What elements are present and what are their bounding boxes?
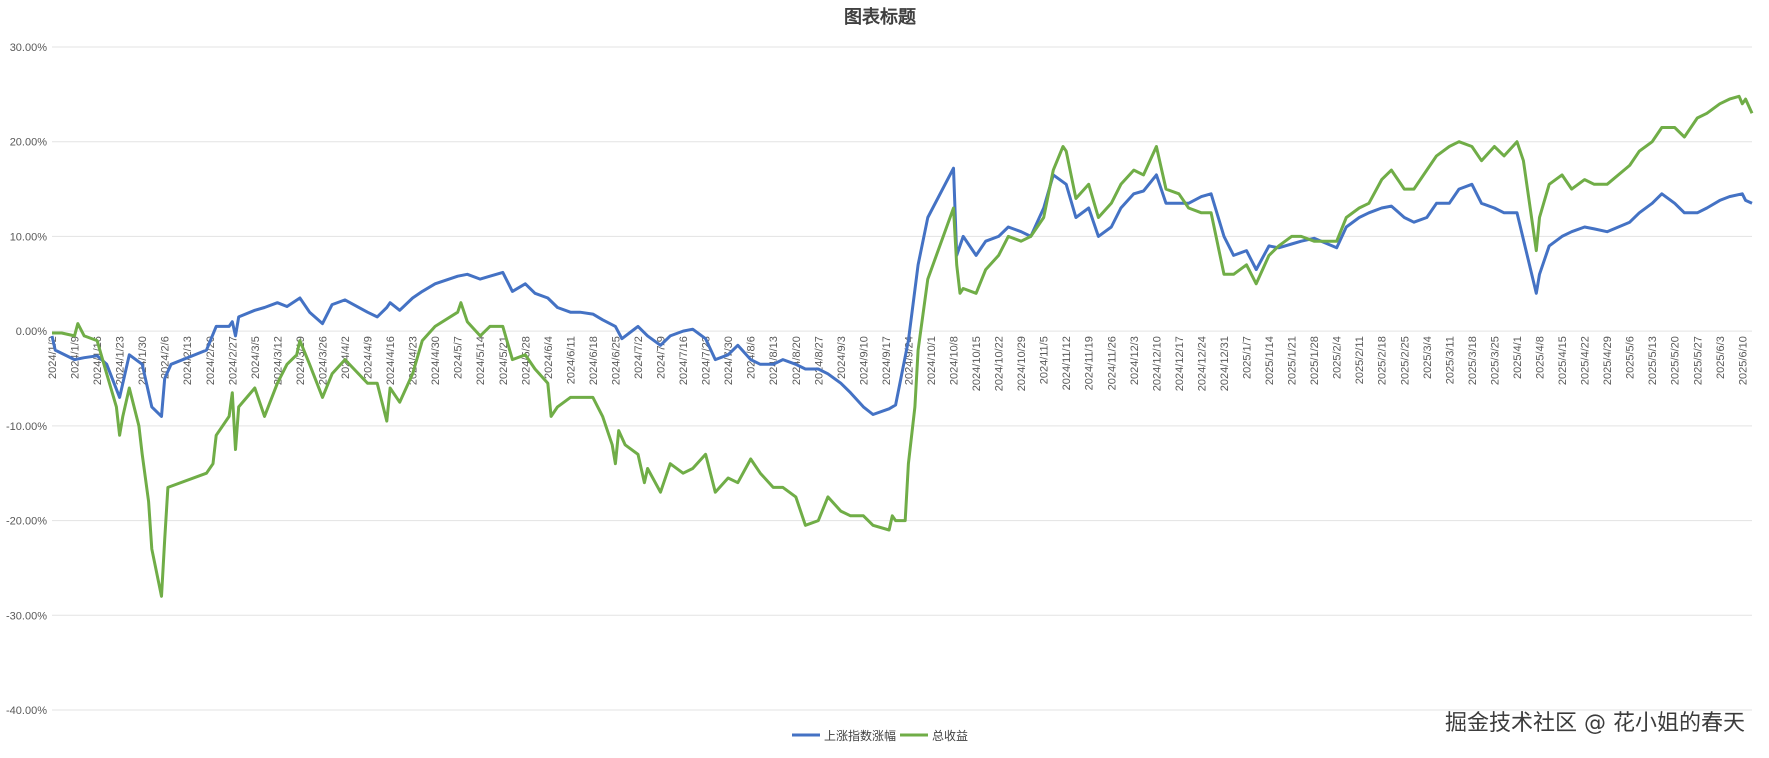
y-tick-label: -30.00%: [6, 610, 47, 622]
x-tick-label: 2024/1/16: [92, 336, 104, 385]
x-axis-tick-labels: 2024/1/2 2024/1/9 2024/1/16 2024/1/23 2024/1…: [47, 336, 1749, 391]
x-tick-label: 2025/1/21: [1287, 336, 1299, 385]
x-tick-label: 2024/7/9: [656, 336, 668, 379]
x-tick-label: 2024/9/3: [836, 336, 848, 379]
x-tick-label: 2025/4/8: [1535, 336, 1547, 379]
x-tick-label: 2024/10/15: [971, 336, 983, 391]
x-tick-label: 2024/7/2: [633, 336, 645, 379]
x-tick-label: 2024/6/4: [543, 336, 555, 379]
legend: 上涨指数涨幅 总收益: [792, 728, 968, 743]
x-tick-label: 2024/8/20: [791, 336, 803, 385]
x-tick-label: 2024/4/30: [430, 336, 442, 385]
x-tick-label: 2024/8/6: [746, 336, 758, 379]
x-tick-label: 2024/7/16: [678, 336, 690, 385]
x-tick-label: 2024/12/3: [1129, 336, 1141, 385]
x-tick-label: 2025/1/28: [1309, 336, 1321, 385]
x-tick-label: 2024/2/27: [227, 336, 239, 385]
x-tick-label: 2025/2/11: [1354, 336, 1366, 384]
x-tick-label: 2025/4/22: [1580, 336, 1592, 385]
series-line-2: [52, 94, 1754, 598]
x-tick-label: 2024/10/29: [1016, 336, 1028, 391]
x-tick-label: 2025/4/1: [1512, 336, 1524, 379]
x-tick-label: 2024/8/27: [813, 336, 825, 385]
y-axis-tick-labels: 30.00% 20.00% 10.00% 0.00% -10.00% -20.00% -30…: [6, 42, 47, 717]
x-tick-label: 2024/10/22: [994, 336, 1006, 391]
x-tick-label: 2025/5/6: [1625, 336, 1637, 379]
x-tick-label: 2024/12/10: [1151, 336, 1163, 391]
legend-label-series-2: 总收益: [932, 729, 968, 743]
y-tick-label: 0.00%: [16, 326, 47, 338]
x-tick-label: 2024/2/13: [182, 336, 194, 385]
x-tick-label: 2025/3/4: [1422, 336, 1434, 379]
x-tick-label: 2024/12/31: [1219, 336, 1231, 391]
x-tick-label: 2024/5/7: [453, 336, 465, 379]
x-tick-label: 2024/3/12: [272, 336, 284, 385]
x-tick-label: 2024/3/26: [317, 336, 329, 385]
x-tick-label: 2024/6/18: [588, 336, 600, 385]
x-tick-label: 2024/5/28: [520, 336, 532, 385]
y-tick-label: -40.00%: [6, 705, 47, 717]
x-tick-label: 2024/5/21: [498, 336, 510, 385]
y-tick-label: 10.00%: [10, 231, 48, 243]
x-tick-label: 2024/1/30: [137, 336, 149, 385]
watermark-text: 掘金技术社区 @ 花小姐的春天: [1445, 711, 1745, 736]
x-tick-label: 2024/4/2: [340, 336, 352, 379]
x-tick-label: 2025/6/10: [1737, 336, 1749, 385]
x-tick-label: 2025/5/27: [1692, 336, 1704, 385]
x-tick-label: 2024/4/16: [385, 336, 397, 385]
y-tick-label: -20.00%: [6, 516, 47, 528]
x-tick-label: 2024/12/17: [1174, 336, 1186, 391]
x-tick-label: 2024/10/8: [949, 336, 961, 385]
chart-title: 图表标题: [844, 6, 917, 28]
x-tick-label: 2025/6/3: [1715, 336, 1727, 379]
x-tick-label: 2024/4/23: [408, 336, 420, 385]
x-tick-label: 2024/11/5: [1039, 336, 1051, 384]
x-tick-label: 2024/4/9: [363, 336, 375, 379]
x-tick-label: 2024/1/9: [70, 336, 82, 379]
x-tick-label: 2025/2/25: [1399, 336, 1411, 385]
series-line-1: [50, 166, 1753, 418]
x-tick-label: 2024/6/25: [610, 336, 622, 385]
series-lines: [50, 94, 1754, 598]
y-tick-label: -10.00%: [6, 421, 47, 433]
x-tick-label: 2025/3/11: [1444, 336, 1456, 384]
x-tick-label: 2024/11/26: [1106, 336, 1118, 390]
legend-label-series-1: 上涨指数涨幅: [824, 728, 896, 743]
x-tick-label: 2024/5/14: [475, 336, 487, 385]
x-tick-label: 2024/9/10: [858, 336, 870, 385]
x-tick-label: 2024/9/17: [881, 336, 893, 385]
x-tick-label: 2024/7/30: [723, 336, 735, 385]
x-tick-label: 2024/12/24: [1196, 336, 1208, 391]
x-tick-label: 2024/11/12: [1061, 336, 1073, 390]
x-tick-label: 2025/4/15: [1557, 336, 1569, 385]
x-tick-label: 2024/6/11: [565, 336, 577, 384]
x-tick-label: 2025/5/20: [1670, 336, 1682, 385]
x-tick-label: 2025/4/29: [1602, 336, 1614, 385]
x-tick-label: 2024/3/5: [250, 336, 262, 379]
y-tick-label: 20.00%: [10, 137, 48, 149]
x-tick-label: 2024/2/6: [160, 336, 172, 379]
x-tick-label: 2025/1/7: [1242, 336, 1254, 379]
y-tick-label: 30.00%: [10, 42, 48, 54]
x-tick-label: 2025/2/18: [1377, 336, 1389, 385]
x-tick-label: 2025/5/13: [1647, 336, 1659, 385]
x-tick-label: 2025/3/25: [1489, 336, 1501, 385]
x-tick-label: 2024/10/1: [926, 336, 938, 385]
x-tick-label: 2025/3/18: [1467, 336, 1479, 385]
x-tick-label: 2025/2/4: [1332, 336, 1344, 379]
x-tick-label: 2024/1/23: [115, 336, 127, 385]
x-tick-label: 2025/1/14: [1264, 336, 1276, 385]
x-tick-label: 2024/11/19: [1084, 336, 1096, 390]
x-tick-label: 2024/8/13: [768, 336, 780, 385]
